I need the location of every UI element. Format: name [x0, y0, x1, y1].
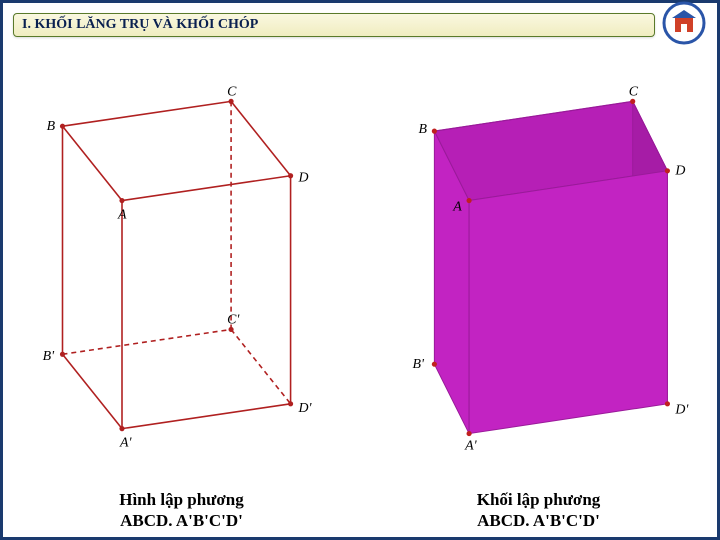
- svg-text:B: B: [47, 119, 56, 134]
- caption-right-line2: ABCD. A'B'C'D': [477, 511, 600, 530]
- solid-cube: A B C D A' B' D': [360, 53, 717, 477]
- svg-text:A': A': [119, 435, 132, 450]
- wireframe-cube: A B C D A' B' C' D': [3, 53, 360, 477]
- svg-text:C': C': [227, 313, 240, 328]
- svg-text:D: D: [674, 164, 685, 179]
- diagrams-row: A B C D A' B' C' D' A B C D A' B' D': [3, 53, 717, 477]
- captions-row: Hình lập phương ABCD. A'B'C'D' Khối lập …: [3, 489, 717, 532]
- svg-text:B': B': [413, 357, 425, 372]
- svg-text:B: B: [419, 122, 428, 137]
- caption-right-line1: Khối lập phương: [477, 490, 601, 509]
- svg-text:B': B': [43, 349, 55, 364]
- caption-right: Khối lập phương ABCD. A'B'C'D': [360, 489, 717, 532]
- svg-text:A: A: [117, 207, 127, 222]
- caption-left-line2: ABCD. A'B'C'D': [120, 511, 243, 530]
- header: I. KHỐI LĂNG TRỤ VÀ KHỐI CHÓP: [13, 11, 707, 39]
- header-title: I. KHỐI LĂNG TRỤ VÀ KHỐI CHÓP: [22, 17, 258, 33]
- svg-text:C: C: [629, 84, 639, 99]
- caption-left: Hình lập phương ABCD. A'B'C'D': [3, 489, 360, 532]
- header-bar: I. KHỐI LĂNG TRỤ VÀ KHỐI CHÓP: [13, 13, 655, 37]
- svg-text:D': D': [674, 403, 689, 418]
- svg-text:A: A: [452, 199, 462, 214]
- svg-text:D': D': [298, 401, 313, 416]
- school-logo: [661, 0, 707, 46]
- svg-text:D: D: [298, 171, 309, 186]
- svg-text:A': A': [464, 438, 477, 453]
- solid-cube-panel: A B C D A' B' D': [360, 53, 717, 477]
- caption-left-line1: Hình lập phương: [119, 490, 244, 509]
- wireframe-cube-panel: A B C D A' B' C' D': [3, 53, 360, 477]
- svg-text:C: C: [227, 84, 237, 99]
